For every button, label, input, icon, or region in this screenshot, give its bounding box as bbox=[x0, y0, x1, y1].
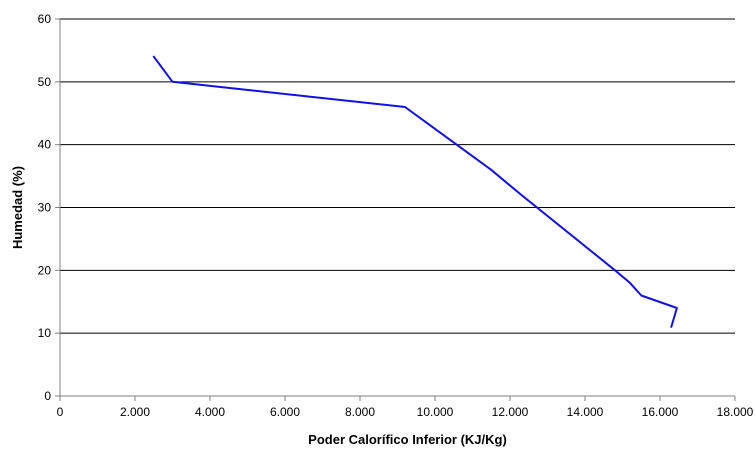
x-tick-label-6: 12.000 bbox=[492, 405, 529, 419]
x-axis-title: Poder Calorífico Inferior (KJ/Kg) bbox=[308, 432, 507, 447]
series-layer bbox=[152, 55, 678, 328]
x-tick-label-1: 2.000 bbox=[120, 405, 150, 419]
y-tick-label-4: 40 bbox=[38, 138, 52, 152]
x-tick-label-5: 10.000 bbox=[417, 405, 454, 419]
y-tick-label-3: 30 bbox=[38, 201, 52, 215]
x-tick-label-2: 4.000 bbox=[195, 405, 225, 419]
label-layer: 0 10 20 30 40 50 60 0 2.000 4.000 6.000 8.000 10.000… bbox=[38, 12, 754, 419]
x-tick-label-3: 6.000 bbox=[270, 405, 300, 419]
y-tick-label-5: 50 bbox=[38, 75, 52, 89]
x-tick-label-8: 16.000 bbox=[642, 405, 679, 419]
axis-layer bbox=[55, 18, 736, 401]
x-tick-label-4: 8.000 bbox=[345, 405, 375, 419]
y-tick-label-2: 20 bbox=[38, 263, 52, 277]
series-line-0 bbox=[152, 55, 678, 328]
y-tick-label-1: 10 bbox=[38, 326, 52, 340]
y-tick-label-0: 0 bbox=[44, 389, 51, 403]
x-tick-label-9: 18.000 bbox=[717, 405, 754, 419]
x-tick-label-7: 14.000 bbox=[567, 405, 604, 419]
y-axis-title: Humedad (%) bbox=[10, 166, 25, 249]
x-tick-label-0: 0 bbox=[57, 405, 64, 419]
y-tick-label-6: 60 bbox=[38, 12, 52, 26]
